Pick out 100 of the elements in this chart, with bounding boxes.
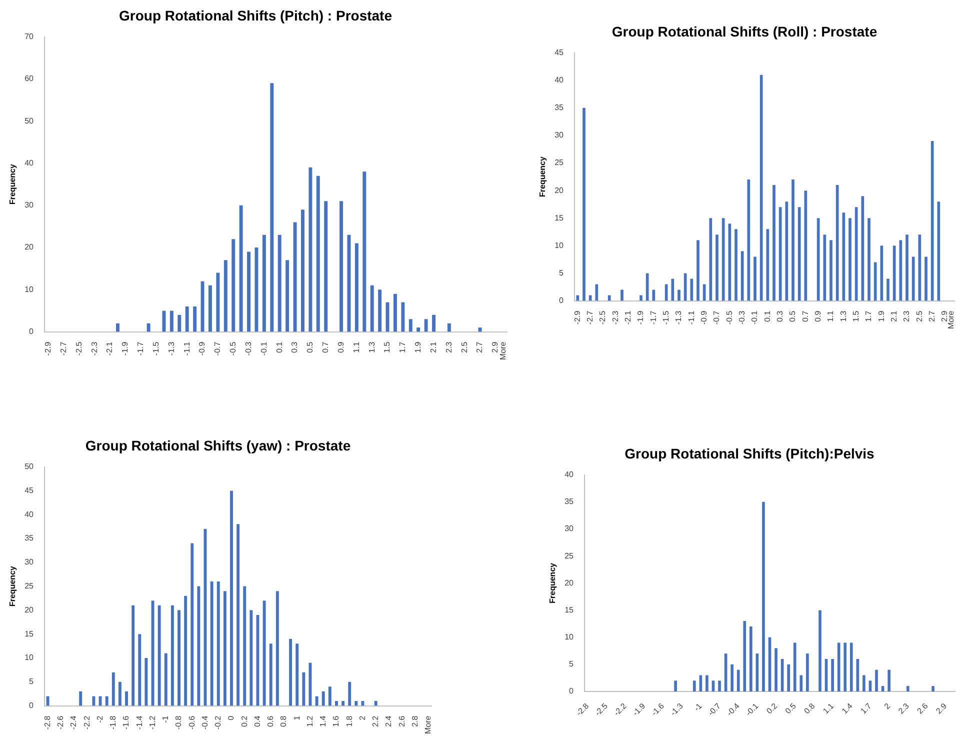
bar [193,306,197,332]
x-tick-label: -0.3 [244,341,253,356]
x-tick-label: -1.6 [122,715,131,730]
bar [831,658,834,692]
x-tick-label: -0.8 [174,715,184,730]
x-tick-label: -0.1 [750,310,760,325]
x-tick-label: -0.3 [738,310,747,325]
x-tick-label: 2.3 [444,341,454,353]
y-tick-label: 25 [564,551,574,560]
x-tick-label: 1.5 [852,310,861,322]
bar [374,700,378,706]
y-tick-label: 10 [554,240,564,250]
y-tick-label: 10 [24,653,34,662]
bar [785,202,788,301]
bar [170,310,174,332]
bar [46,696,50,706]
bar [886,278,890,301]
x-tick-label: 1.8 [344,715,354,727]
x-tick-label: -0.5 [228,341,238,356]
bar [709,218,712,301]
x-tick-label: 2.6 [915,701,930,716]
x-tick-label: 0.5 [784,701,798,716]
x-tick-label: 2.9 [940,310,950,322]
bar [478,328,482,332]
x-tick-label: -1.7 [136,341,146,356]
x-tick-label: -2.1 [624,310,633,325]
bar [293,222,297,332]
bar [322,691,325,706]
x-tick-label: More [946,310,956,330]
bar [223,591,226,706]
x-tick-label: 1.1 [352,341,361,353]
x-tick-label: 1.2 [305,715,314,727]
bar [208,285,212,332]
bar [690,278,694,301]
bar [918,234,922,301]
y-axis-title: Frequency [548,562,558,604]
chart-title: Group Rotational Shifts (Roll) : Prostate [612,23,878,40]
x-tick-label: -0.6 [187,715,196,730]
bar [315,696,318,706]
x-tick-label: 2.9 [934,701,949,716]
bar [324,201,328,332]
x-tick-label: -1 [692,701,704,713]
y-tick-label: 20 [564,578,574,588]
x-tick-label: -0.7 [712,310,722,325]
bar [92,696,96,706]
x-tick-label: -2.4 [69,715,78,730]
bar [236,524,240,706]
x-tick-label: -2.1 [105,341,114,356]
bar [342,700,345,706]
y-tick-label: 30 [564,524,574,534]
y-tick-label: 30 [24,200,34,210]
bar [354,243,358,332]
x-tick-label: -0.7 [706,701,723,718]
chart-title: Group Rotational Shifts (Pitch):Pelvis [624,445,875,462]
bar [792,180,794,301]
x-tick-label: 2.5 [914,310,924,322]
x-tick-label: -0.9 [198,341,207,356]
bar [328,686,332,706]
bar [302,672,306,706]
x-tick-label: -2.5 [598,310,608,325]
x-tick-label: 1.1 [826,310,836,322]
bar [924,256,928,301]
y-tick-label: 40 [24,510,34,519]
x-tick-label: 2.6 [397,715,406,727]
bar [804,190,808,301]
x-tick-label: -1.1 [182,341,192,356]
y-tick-label: 0 [569,686,574,696]
bar [276,591,279,706]
bar [818,610,822,692]
bar [848,218,852,301]
x-tick-label: 1.4 [840,701,855,716]
bar [664,284,668,301]
bar [892,246,896,301]
x-tick-label: -2.9 [572,310,582,325]
bar [254,247,258,332]
bar [308,167,312,332]
bar [906,234,908,301]
y-tick-label: 30 [554,130,564,140]
x-tick-label: 2.3 [896,701,912,716]
bar [772,185,776,301]
y-tick-label: 25 [554,158,564,168]
x-tick-label: 2.8 [410,715,420,727]
bar [678,290,680,301]
x-tick-label: 0.7 [800,310,810,322]
x-tick-label: 1.7 [398,341,408,353]
y-tick-label: 40 [24,158,34,168]
x-tick-label: -2.3 [610,310,620,325]
bar [224,260,228,332]
bar [393,294,397,332]
x-tick-label: 0.8 [279,715,288,727]
bar [854,207,858,301]
bar [749,626,752,692]
x-tick-label: 2 [358,715,367,720]
bar [243,586,246,706]
y-tick-label: 70 [24,32,34,42]
bar [178,610,180,706]
x-tick-label: -1.9 [120,341,130,356]
bar [300,210,304,332]
bar [608,295,611,301]
bar [778,207,782,301]
